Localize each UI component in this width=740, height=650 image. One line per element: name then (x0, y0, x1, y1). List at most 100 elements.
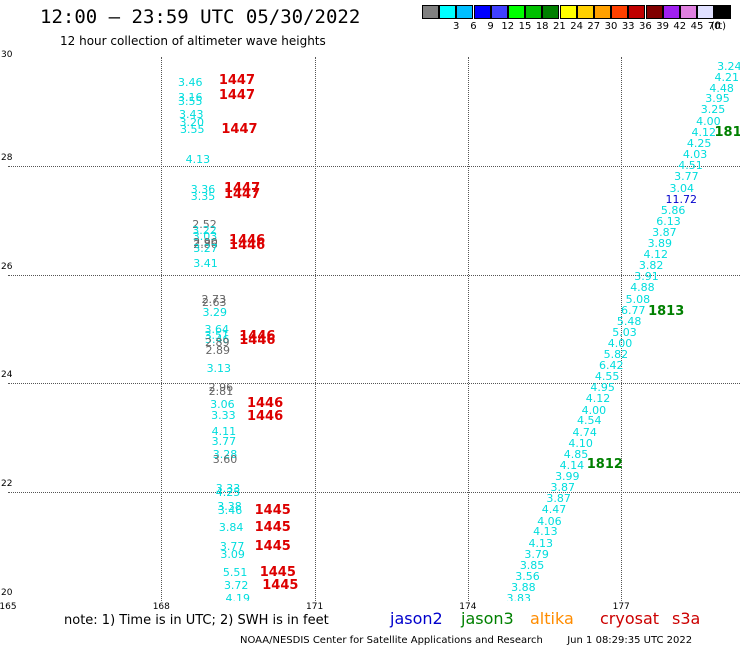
color-legend-swatch (697, 5, 715, 19)
wave-height-value: 4.25 (686, 137, 712, 151)
generated-timestamp: Jun 1 08:29:35 UTC 2022 (567, 635, 693, 646)
longitude-tick-label: 165 (0, 602, 17, 612)
latitude-tick-label: 30 (1, 50, 13, 60)
wave-height-value: 3.27 (193, 242, 218, 256)
wave-height-value: 3.87 (546, 492, 571, 506)
wave-height-value: 4.00 (581, 403, 607, 417)
parallel-gridline (8, 492, 740, 494)
credit-text: NOAA/NESDIS Center for Satellite Applica… (240, 635, 543, 646)
color-legend-label: 27 (587, 21, 601, 32)
wave-height-value: 2.52 (192, 218, 217, 232)
color-legend-label: 18 (535, 21, 549, 32)
color-legend-swatch (508, 5, 525, 19)
wave-height-value: 3.84 (218, 521, 244, 535)
wave-height-value: 3.43 (178, 107, 204, 121)
latitude-tick-label: 28 (1, 152, 13, 163)
wave-height-value: 3.28 (212, 448, 238, 462)
color-legend-swatch (662, 5, 680, 19)
pass-time-label: 1445 (259, 564, 296, 580)
wave-height-value: 3.06 (210, 398, 235, 412)
latitude-tick-label: 24 (1, 370, 13, 381)
longitude-tick-label: 168 (152, 602, 170, 612)
wave-height-value: 5.86 (660, 203, 686, 217)
wave-height-value: 3.91 (634, 270, 659, 284)
pass-time-label: 1445 (254, 520, 291, 536)
wave-height-value: 2.90 (193, 235, 218, 249)
latitude-tick-label: 20 (1, 588, 13, 598)
color-legend-swatch (525, 5, 543, 19)
color-legend-label: 33 (621, 21, 635, 32)
longitude-tick-label: 171 (306, 602, 324, 612)
wave-height-value: 3.82 (638, 259, 664, 273)
pass-time-label: 1445 (254, 502, 291, 518)
meridian-gridline (314, 57, 316, 601)
wave-height-value: 4.85 (563, 447, 589, 461)
wave-height-value: 4.51 (678, 159, 703, 173)
color-legend-swatch (594, 5, 611, 19)
wave-height-value: 2.86 (193, 237, 218, 251)
map-plot-area: 3.46 3.16 3.55 3.43 3.20 3.55 4.13 3.36 3.35 2.52… (8, 57, 740, 601)
wave-height-value: 3.60 (212, 452, 238, 466)
wave-height-value: 3.64 (204, 323, 230, 337)
color-legend-label: 30 (604, 21, 618, 32)
wave-height-value: 3.56 (515, 570, 540, 584)
wave-height-value: 4.25 (215, 486, 241, 500)
wave-height-value: 3.29 (202, 305, 227, 319)
pass-time-label: 1446 (246, 396, 284, 412)
wave-height-value: 4.21 (714, 71, 740, 85)
parallel-gridline (8, 274, 740, 276)
satellite-legend-altika: altika (530, 609, 574, 628)
wave-height-value: 4.00 (607, 336, 633, 350)
wave-height-value: 3.24 (717, 59, 740, 73)
longitude-tick-label: 174 (459, 602, 477, 612)
color-legend-swatch (456, 5, 474, 19)
wave-height-value: 3.33 (211, 409, 236, 423)
wave-height-value: 3.89 (647, 237, 673, 251)
pass-time-label: 1812 (586, 457, 623, 472)
wave-height-value: 3.99 (555, 469, 580, 483)
color-legend-label: 39 (656, 21, 669, 32)
color-legend-label: 70 (707, 21, 721, 32)
color-legend-label: 42 (673, 21, 687, 32)
wave-height-value: 3.77 (219, 539, 245, 553)
satellite-legend-jason2: jason2 (390, 609, 443, 628)
map-title: 12:00 – 23:59 UTC 05/30/2022 (40, 6, 361, 28)
meridian-gridline (621, 57, 623, 601)
satellite-legend-s3a: s3a (672, 609, 701, 628)
color-legend-swatch (680, 5, 697, 19)
wave-height-value: 5.48 (616, 314, 642, 328)
wave-height-value: 3.72 (223, 578, 249, 592)
wave-height-value: 3.46 (177, 76, 203, 90)
color-legend-swatch (542, 5, 560, 19)
satellite-legend-jason3: jason3 (461, 609, 514, 628)
wave-height-value: 4.13 (528, 536, 554, 550)
wave-height-value: 4.95 (590, 381, 615, 395)
color-legend-label: 6 (470, 21, 477, 32)
wave-height-value: 4.88 (630, 281, 655, 295)
wave-height-value: 3.51 (204, 328, 230, 342)
color-legend-unit: (ft) (711, 21, 727, 32)
wave-height-value: 4.12 (643, 248, 668, 262)
wave-height-value: 3.77 (211, 434, 237, 448)
footer-note: note: 1) Time is in UTC; 2) SWH is in fe… (64, 613, 329, 628)
wave-height-value: 4.14 (559, 459, 585, 473)
wave-height-value: 3.87 (652, 225, 677, 239)
pass-time-label: 1446 (239, 328, 276, 344)
wave-height-value: 5.03 (612, 325, 637, 339)
pass-time-label: 1813 (714, 125, 740, 141)
wave-height-value: 3.33 (215, 482, 241, 496)
parallel-gridline (8, 383, 740, 385)
wave-height-value: 6.13 (656, 214, 681, 228)
wave-height-value: 4.13 (533, 525, 558, 539)
pass-time-label: 1446 (246, 409, 284, 425)
satellite-legend-cryosat: cryosat (600, 609, 660, 628)
wave-height-value: 4.13 (185, 153, 211, 167)
wave-height-value: 3.20 (179, 116, 204, 130)
wave-height-value: 3.46 (205, 332, 230, 346)
wave-height-value: 11.72 (665, 192, 697, 206)
color-legend-label: 12 (501, 21, 515, 32)
wave-height-value: 5.08 (625, 292, 651, 306)
wave-height-value: 2.63 (201, 295, 227, 309)
latitude-tick-label: 26 (1, 261, 13, 272)
wave-height-value: 4.00 (696, 114, 721, 128)
